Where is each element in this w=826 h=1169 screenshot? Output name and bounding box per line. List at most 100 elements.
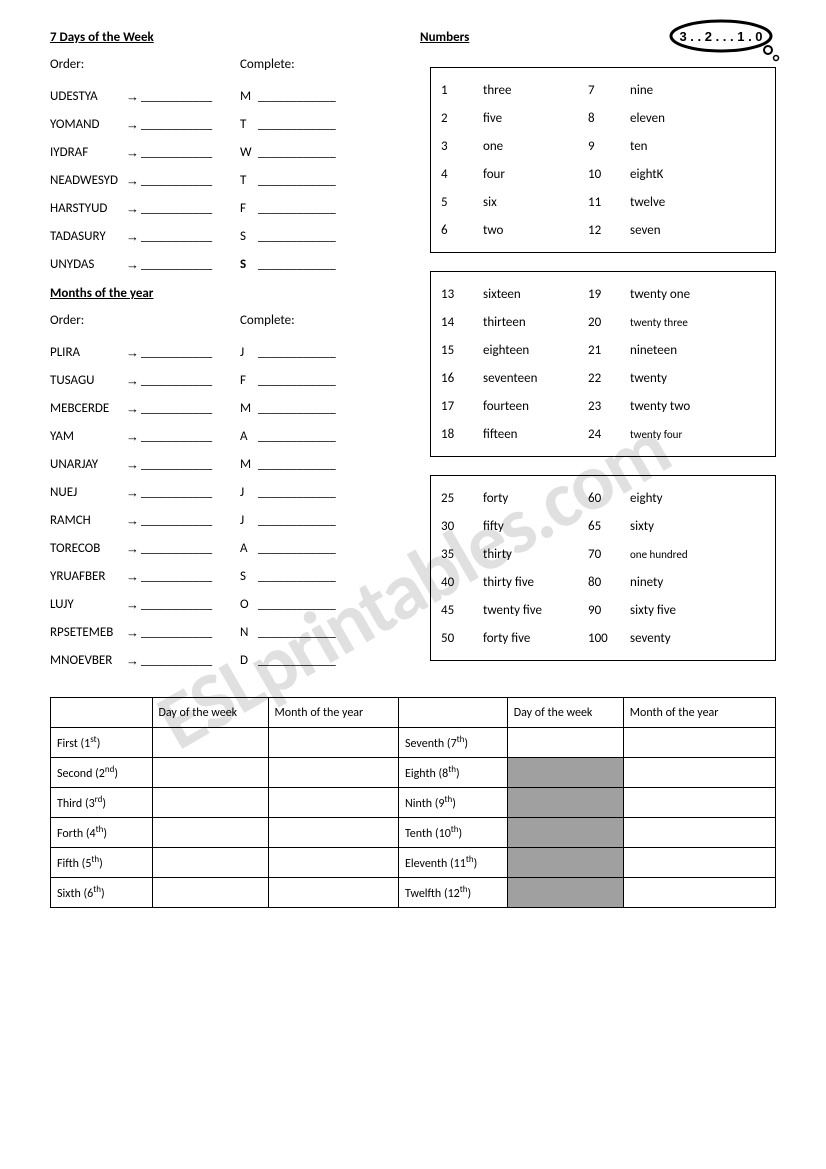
empty-cell[interactable]	[152, 788, 268, 818]
number-row: 15eighteen21nineteen	[441, 336, 765, 364]
empty-cell[interactable]	[623, 758, 775, 788]
countdown-bubble: 3 . . 2 . . . 1 . 0	[666, 18, 786, 58]
days-scramble-row: NEADWESYD→___________	[50, 166, 240, 194]
blank-line[interactable]: ___________	[141, 429, 212, 444]
number-digit: 19	[588, 287, 630, 302]
scrambled-word: TUSAGU	[50, 373, 126, 388]
order-label-2: Order:	[50, 313, 240, 328]
empty-cell[interactable]	[507, 818, 623, 848]
months-complete-row: J____________	[240, 338, 420, 366]
arrow-icon: →	[126, 653, 139, 668]
empty-cell[interactable]	[507, 878, 623, 908]
number-word: eleven	[630, 111, 765, 126]
empty-cell[interactable]	[268, 758, 399, 788]
number-digit: 9	[588, 139, 630, 154]
blank-line[interactable]: ____________	[258, 541, 336, 556]
empty-cell[interactable]	[152, 728, 268, 758]
blank-line[interactable]: ___________	[141, 653, 212, 668]
scrambled-word: TADASURY	[50, 229, 126, 244]
number-digit: 8	[588, 111, 630, 126]
blank-line[interactable]: ___________	[141, 173, 212, 188]
empty-cell[interactable]	[268, 818, 399, 848]
blank-line[interactable]: ____________	[258, 373, 336, 388]
table-row: Forth (4th)Tenth (10th)	[51, 818, 776, 848]
blank-line[interactable]: ___________	[141, 257, 212, 272]
days-complete-row: W____________	[240, 138, 420, 166]
months-scramble-row: RPSETEMEB→___________	[50, 618, 240, 646]
ordinal-cell: First (1st)	[51, 728, 153, 758]
blank-line[interactable]: ____________	[258, 345, 336, 360]
table-header-cell: Day of the week	[507, 698, 623, 728]
months-scramble-row: RAMCH→___________	[50, 506, 240, 534]
empty-cell[interactable]	[507, 848, 623, 878]
number-digit: 3	[441, 139, 483, 154]
number-row: 2five8eleven	[441, 104, 765, 132]
scrambled-word: TORECOB	[50, 541, 126, 556]
number-digit: 20	[588, 315, 630, 330]
empty-cell[interactable]	[623, 878, 775, 908]
blank-line[interactable]: ___________	[141, 457, 212, 472]
blank-line[interactable]: ____________	[258, 229, 336, 244]
empty-cell[interactable]	[623, 788, 775, 818]
empty-cell[interactable]	[152, 878, 268, 908]
blank-line[interactable]: ___________	[141, 229, 212, 244]
blank-line[interactable]: ____________	[258, 429, 336, 444]
number-digit: 6	[441, 223, 483, 238]
blank-line[interactable]: ____________	[258, 457, 336, 472]
blank-line[interactable]: ____________	[258, 653, 336, 668]
blank-line[interactable]: ___________	[141, 117, 212, 132]
empty-cell[interactable]	[623, 848, 775, 878]
number-digit: 2	[441, 111, 483, 126]
blank-line[interactable]: ___________	[141, 625, 212, 640]
empty-cell[interactable]	[268, 878, 399, 908]
table-header-cell: Day of the week	[152, 698, 268, 728]
blank-line[interactable]: ___________	[141, 485, 212, 500]
blank-line[interactable]: ____________	[258, 513, 336, 528]
first-letter: O	[240, 597, 258, 612]
blank-line[interactable]: ____________	[258, 201, 336, 216]
blank-line[interactable]: ___________	[141, 513, 212, 528]
blank-line[interactable]: ___________	[141, 345, 212, 360]
blank-line[interactable]: ____________	[258, 173, 336, 188]
arrow-icon: →	[126, 597, 139, 612]
empty-cell[interactable]	[152, 818, 268, 848]
number-word: twelve	[630, 195, 765, 210]
empty-cell[interactable]	[268, 848, 399, 878]
blank-line[interactable]: ____________	[258, 485, 336, 500]
blank-line[interactable]: ___________	[141, 373, 212, 388]
blank-line[interactable]: ___________	[141, 597, 212, 612]
days-scramble-row: UDESTYA→___________	[50, 82, 240, 110]
empty-cell[interactable]	[268, 728, 399, 758]
number-digit: 35	[441, 547, 483, 562]
empty-cell[interactable]	[152, 758, 268, 788]
empty-cell[interactable]	[623, 818, 775, 848]
months-complete-row: D____________	[240, 646, 420, 674]
arrow-icon: →	[126, 145, 139, 160]
empty-cell[interactable]	[507, 728, 623, 758]
blank-line[interactable]: ____________	[258, 401, 336, 416]
blank-line[interactable]: ____________	[258, 257, 336, 272]
number-digit: 80	[588, 575, 630, 590]
blank-line[interactable]: ___________	[141, 569, 212, 584]
blank-line[interactable]: ____________	[258, 625, 336, 640]
blank-line[interactable]: ___________	[141, 145, 212, 160]
blank-line[interactable]: ___________	[141, 89, 212, 104]
ordinal-cell: Ninth (9th)	[399, 788, 508, 818]
blank-line[interactable]: ____________	[258, 89, 336, 104]
empty-cell[interactable]	[623, 728, 775, 758]
number-word: eightK	[630, 167, 765, 182]
blank-line[interactable]: ____________	[258, 117, 336, 132]
table-row: Third (3rd)Ninth (9th)	[51, 788, 776, 818]
days-complete-row: F____________	[240, 194, 420, 222]
blank-line[interactable]: ___________	[141, 401, 212, 416]
empty-cell[interactable]	[507, 788, 623, 818]
empty-cell[interactable]	[152, 848, 268, 878]
number-digit: 17	[441, 399, 483, 414]
blank-line[interactable]: ____________	[258, 597, 336, 612]
blank-line[interactable]: ___________	[141, 201, 212, 216]
empty-cell[interactable]	[507, 758, 623, 788]
empty-cell[interactable]	[268, 788, 399, 818]
blank-line[interactable]: ____________	[258, 145, 336, 160]
blank-line[interactable]: ___________	[141, 541, 212, 556]
blank-line[interactable]: ____________	[258, 569, 336, 584]
